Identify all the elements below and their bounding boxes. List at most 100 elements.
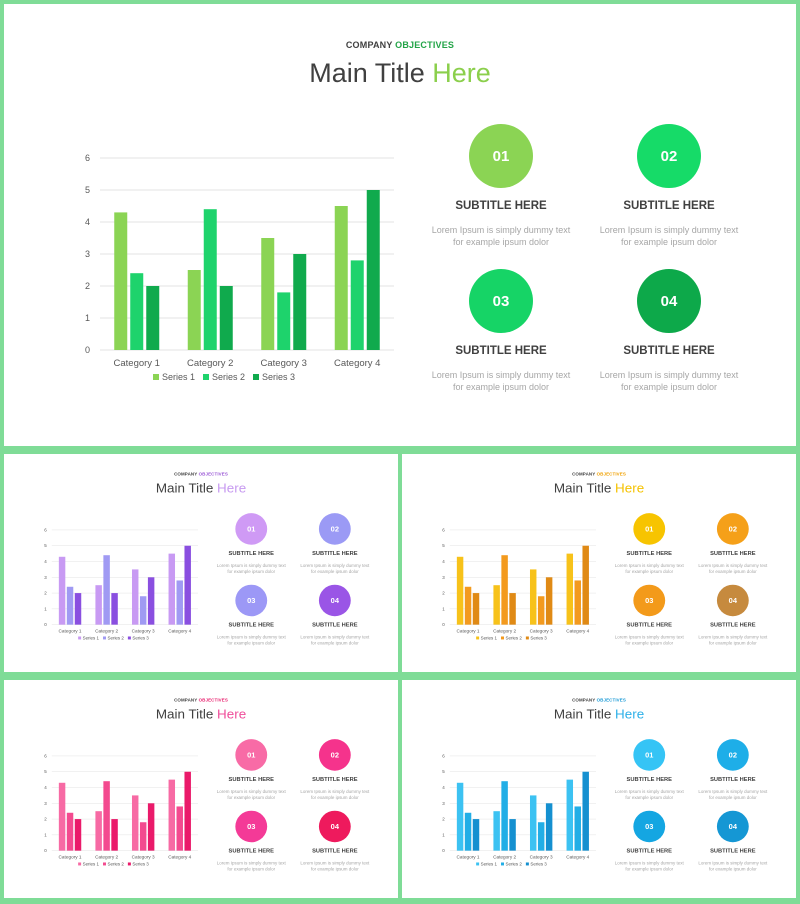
legend-swatch [78, 636, 82, 640]
bar [464, 812, 472, 851]
feature-block-2: 02 SUBTITLE HERE Lorem Ipsum is simply d… [691, 513, 776, 574]
bar-chart: 0 1 2 3 4 5 6 Category 1 Category 2 Category 3 Cat… [74, 144, 404, 394]
legend-item: Series 3 [525, 635, 547, 641]
slide-title: Main Title Here [4, 481, 398, 496]
feature-subtitle: SUBTITLE HERE [455, 200, 547, 212]
feature-text-line: Lorem Ipsum is simply dummy text [216, 562, 286, 568]
legend-swatch [127, 636, 131, 640]
number-circle: 02 [318, 513, 351, 545]
legend-item: Series 3 [127, 635, 149, 640]
legend-label: Series 2 [107, 635, 124, 641]
feature-text-line: for example ipsum dolor [708, 794, 757, 800]
feature-subtitle: SUBTITLE HERE [710, 622, 756, 629]
bar [261, 238, 275, 350]
x-tick-label: Category 3 [132, 855, 155, 860]
feature-text-line: for example ipsum dolor [452, 237, 550, 247]
legend-item: Series 3 [253, 372, 295, 382]
kicker-objectives: OBJECTIVES [395, 40, 455, 50]
slide-title: Main Title Here [4, 58, 796, 89]
bar [130, 273, 144, 350]
y-tick-label: 2 [442, 817, 445, 822]
legend-item: Series 2 [102, 861, 124, 866]
bar [509, 819, 516, 851]
x-tick-label: Category 4 [168, 629, 191, 634]
bar [334, 206, 348, 350]
x-tick-label: Category 2 [95, 629, 118, 634]
x-tick-label: Category 3 [530, 629, 553, 634]
feature-block-2: 02 SUBTITLE HERE Lorem Ipsum is simply d… [293, 739, 378, 800]
bar [456, 556, 464, 625]
feature-text-line: for example ipsum dolor [625, 568, 674, 574]
feature-text: Lorem Ipsum is simply dummy text for exa… [691, 789, 776, 801]
feature-text: Lorem Ipsum is simply dummy text for exa… [293, 563, 378, 575]
bar [472, 819, 480, 851]
bar [58, 782, 66, 851]
feature-subtitle: SUBTITLE HERE [312, 550, 358, 557]
legend-label: Series 3 [530, 635, 547, 641]
feature-text: Lorem Ipsum is simply dummy text for exa… [209, 789, 294, 801]
feature-subtitle: SUBTITLE HERE [312, 622, 358, 629]
kicker-objectives: OBJECTIVES [198, 471, 228, 477]
bar [139, 596, 147, 625]
bar [566, 553, 574, 625]
feature-block-1: 01 SUBTITLE HERE Lorem Ipsum is simply d… [607, 513, 692, 574]
feature-text: Lorem Ipsum is simply dummy text for exa… [691, 860, 776, 872]
feature-subtitle: SUBTITLE HERE [623, 345, 715, 357]
feature-text-line: Lorem Ipsum is simply dummy text [614, 562, 684, 568]
bar-chart: 0 1 2 3 4 5 6 Category 1 Category 2 Category 3 Cat… [437, 523, 601, 646]
chart-svg: 0 1 2 3 4 5 6 Category 1 Category 2 Category 3 Cat… [44, 527, 199, 634]
number-circle: 04 [716, 810, 749, 843]
y-tick-label: 1 [44, 832, 47, 837]
y-tick-label: 5 [85, 185, 90, 195]
feature-text: Lorem Ipsum is simply dummy text for exa… [416, 369, 586, 393]
legend-label: Series 1 [82, 861, 100, 867]
bar [184, 771, 191, 851]
number-circle: 01 [235, 513, 268, 545]
feature-text-line: for example ipsum dolor [452, 382, 550, 392]
legend-item: Series 2 [102, 635, 124, 641]
legend-item: Series 1 [476, 861, 497, 866]
y-tick-label: 0 [44, 622, 47, 627]
bar [203, 209, 217, 350]
feature-text-line: Lorem Ipsum is simply dummy text [216, 634, 286, 640]
title-main: Main Title [155, 706, 214, 722]
feature-text-line: for example ipsum dolor [310, 794, 359, 800]
bar [131, 569, 139, 625]
feature-text-line: for example ipsum dolor [708, 640, 757, 646]
number-circle: 02 [637, 124, 701, 188]
kicker-company: COMPANY [174, 697, 198, 703]
slide-kicker: COMPANY OBJECTIVES [4, 472, 398, 477]
legend-label: Series 1 [161, 372, 195, 382]
y-tick-label: 6 [44, 753, 47, 758]
legend-swatch [476, 636, 480, 640]
feature-text: Lorem Ipsum is simply dummy text for exa… [293, 789, 378, 801]
feature-text-line: for example ipsum dolor [227, 640, 276, 646]
bar [74, 593, 82, 625]
y-tick-label: 1 [442, 832, 445, 837]
feature-text: Lorem Ipsum is simply dummy text for exa… [607, 860, 692, 872]
bar [509, 593, 516, 625]
legend-swatch [253, 374, 260, 380]
bar [574, 580, 581, 625]
kicker-objectives: OBJECTIVES [198, 697, 228, 703]
feature-subtitle: SUBTITLE HERE [228, 776, 274, 783]
feature-text-line: for example ipsum dolor [310, 640, 359, 646]
bar [111, 593, 118, 625]
feature-text-line: for example ipsum dolor [227, 794, 276, 800]
slide-title: Main Title Here [402, 481, 796, 496]
bar [147, 577, 155, 625]
number-circle: 01 [633, 739, 666, 771]
feature-block-3: 03 SUBTITLE HERE Lorem Ipsum is simply d… [607, 584, 692, 646]
feature-text: Lorem Ipsum is simply dummy text for exa… [584, 369, 754, 393]
x-tick-label: Category 1 [59, 855, 82, 860]
chart-svg: 0 1 2 3 4 5 6 Category 1 Category 2 Category 3 Cat… [442, 753, 597, 860]
feature-text-line: Lorem Ipsum is simply dummy text [300, 788, 370, 794]
legend-label: Series 2 [505, 635, 522, 641]
feature-block-4: 04 SUBTITLE HERE Lorem Ipsum is simply d… [691, 810, 776, 872]
feature-text-line: Lorem Ipsum is simply dummy text [614, 634, 684, 640]
